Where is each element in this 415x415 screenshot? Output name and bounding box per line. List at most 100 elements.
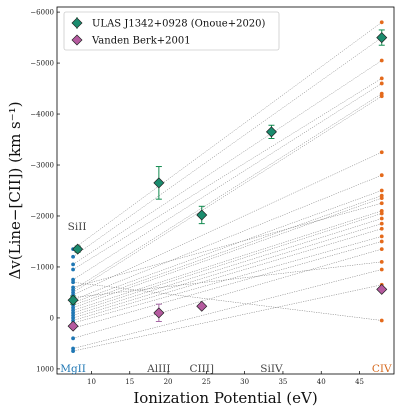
civ-point xyxy=(379,259,384,264)
civ-point xyxy=(379,234,384,239)
onoue-marker xyxy=(376,32,388,44)
x-tick-label: 45 xyxy=(355,378,364,386)
civ-point xyxy=(379,20,384,25)
mgii-point xyxy=(71,336,75,341)
annotations: SiII xyxy=(68,221,87,233)
connector-line xyxy=(73,203,382,288)
connector-line xyxy=(72,22,382,250)
civ-point xyxy=(379,211,384,216)
mgii-point xyxy=(71,285,75,290)
connector-line xyxy=(73,284,382,352)
connector-line xyxy=(72,37,382,257)
legend-marker xyxy=(71,34,83,46)
series-markers xyxy=(67,29,388,332)
connector-line xyxy=(73,218,382,316)
connector-line xyxy=(73,210,382,311)
mgii-point xyxy=(71,267,75,272)
y-tick-label: 1000 xyxy=(36,365,54,373)
emission-line-label: CIV xyxy=(372,363,392,375)
vandenberk-marker xyxy=(153,307,165,319)
plot-frame xyxy=(56,6,395,375)
emission-line-label: AlIII xyxy=(146,363,170,375)
y-tick-label: −3000 xyxy=(30,162,54,170)
mgii-point xyxy=(71,349,75,353)
emission-line-label: CIII] xyxy=(189,363,214,375)
civ-point xyxy=(379,201,384,206)
connector-line xyxy=(73,223,382,319)
civ-point xyxy=(379,196,384,201)
civ-point xyxy=(379,81,384,86)
onoue-marker xyxy=(265,126,277,138)
connector-line xyxy=(73,269,382,349)
civ-point xyxy=(379,58,384,63)
x-tick-label: 20 xyxy=(164,378,173,386)
civ-point xyxy=(379,239,384,244)
civ-point xyxy=(379,267,384,272)
connector-lines xyxy=(72,22,382,352)
mgii-point xyxy=(71,254,75,259)
x-tick-label: 35 xyxy=(278,378,287,386)
annotation-label: SiII xyxy=(68,221,87,233)
civ-point xyxy=(379,226,384,231)
connector-line xyxy=(73,241,382,329)
connector-line xyxy=(73,197,382,308)
onoue-marker xyxy=(196,209,208,221)
connector-line xyxy=(73,213,382,314)
y-tick-label: −6000 xyxy=(30,9,54,17)
civ-point xyxy=(379,221,384,226)
y-tick-label: −4000 xyxy=(30,111,54,119)
connector-line xyxy=(72,152,382,296)
onoue-marker xyxy=(72,243,84,255)
x-axis-label: Ionization Potential (eV) xyxy=(133,389,317,407)
civ-point xyxy=(379,188,384,193)
connector-line xyxy=(72,174,382,301)
x-axis-ticks: 10 15 20 25 30 35 40 45 xyxy=(87,371,364,386)
connector-line xyxy=(72,95,382,293)
civ-point xyxy=(379,318,384,323)
y-tick-label: −5000 xyxy=(30,60,54,68)
civ-point xyxy=(379,216,384,221)
legend-label: Vanden Berk+2001 xyxy=(91,36,191,47)
y-tick-label: 0 xyxy=(50,314,54,322)
x-tick-label: 10 xyxy=(87,378,96,386)
legend-box xyxy=(63,11,280,51)
y-tick-label: −2000 xyxy=(30,212,54,220)
onoue-marker xyxy=(67,294,79,306)
sample-points xyxy=(71,20,384,353)
x-tick-label: 40 xyxy=(317,378,326,386)
y-tick-label: −1000 xyxy=(30,263,54,271)
emission-line-label: SiIV xyxy=(260,363,283,375)
legend-marker xyxy=(71,17,83,29)
x-tick-label: 30 xyxy=(240,378,249,386)
legend-label: ULAS J1342+0928 (Onoue+2020) xyxy=(92,19,266,30)
connector-line xyxy=(72,93,382,291)
connector-line xyxy=(72,60,382,265)
connector-line xyxy=(72,190,382,303)
onoue-marker xyxy=(153,177,165,189)
vandenberk-marker xyxy=(376,283,388,295)
vandenberk-marker xyxy=(196,300,208,312)
emission-line-label: MgII xyxy=(60,363,86,375)
connector-line xyxy=(73,248,382,339)
vandenberk-marker xyxy=(67,320,79,332)
connector-line xyxy=(73,228,382,321)
civ-point xyxy=(379,94,384,99)
legend: ULAS J1342+0928 (Onoue+2020) Vanden Berk+… xyxy=(63,11,280,51)
connector-line xyxy=(72,78,382,270)
civ-point xyxy=(379,173,384,178)
connector-line xyxy=(73,236,382,324)
civ-point xyxy=(379,247,384,252)
y-axis-ticks: 1000 0 −1000 −2000 −3000 −4000 −5000 −6000 xyxy=(30,9,60,373)
connector-line xyxy=(72,83,382,280)
connector-line xyxy=(73,195,382,306)
civ-point xyxy=(379,150,384,155)
y-axis-label: Δv(Line−[CII]) (km s⁻¹) xyxy=(6,101,24,279)
emission-line-labels: MgII AlIII CIII] SiIV CIV xyxy=(60,363,392,375)
connector-line xyxy=(73,282,382,321)
civ-point xyxy=(379,76,384,81)
x-tick-label: 15 xyxy=(125,378,134,386)
x-tick-label: 25 xyxy=(202,378,211,386)
mgii-point xyxy=(71,280,75,285)
mgii-point xyxy=(71,262,75,267)
